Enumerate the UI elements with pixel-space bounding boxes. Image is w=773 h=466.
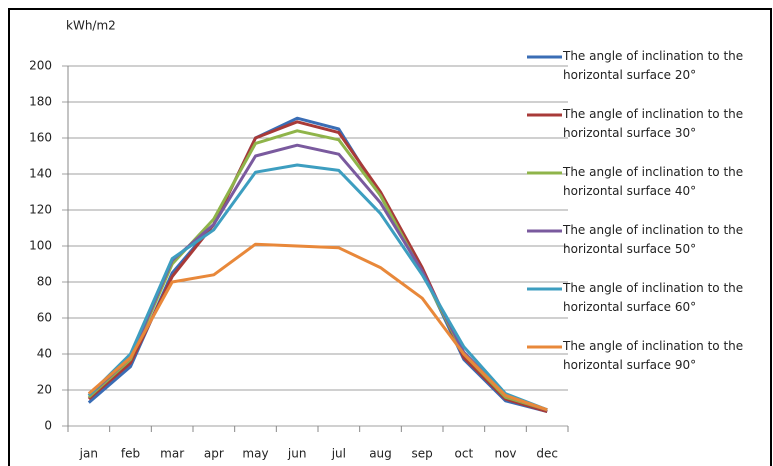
series-line (87, 120, 548, 414)
y-tick-label: 80 (37, 275, 52, 289)
legend-label: The angle of inclination to the horizont… (563, 49, 744, 82)
x-tick-label: nov (494, 447, 516, 461)
series-line (87, 242, 548, 412)
legend-label: The angle of inclination to the horizont… (563, 223, 744, 256)
x-tick-label: may (242, 447, 268, 461)
y-tick-label: 60 (37, 311, 52, 325)
legend-label: The angle of inclination to the horizont… (563, 281, 744, 314)
x-tick-label: mar (160, 447, 184, 461)
y-tick-label: 180 (29, 95, 52, 109)
x-tick-label: jan (79, 447, 98, 461)
legend-label: The angle of inclination to the horizont… (563, 339, 744, 372)
x-tick-label: sep (412, 447, 433, 461)
y-axis-label: kWh/m2 (66, 19, 116, 33)
legend-label: The angle of inclination to the horizont… (563, 165, 744, 198)
legend-label: The angle of inclination to the horizont… (563, 107, 744, 140)
x-tick-label: dec (536, 447, 558, 461)
y-tick-label: 120 (29, 203, 52, 217)
y-tick-label: 100 (29, 239, 52, 253)
y-tick-label: 0 (44, 419, 52, 433)
x-tick-label: aug (369, 447, 392, 461)
x-tick-label: jun (287, 447, 307, 461)
y-tick-label: 160 (29, 131, 52, 145)
series-line (87, 163, 548, 412)
x-tick-label: apr (204, 447, 224, 461)
x-tick-label: feb (121, 447, 140, 461)
y-tick-label: 140 (29, 167, 52, 181)
y-tick-label: 200 (29, 59, 52, 73)
x-tick-label: jul (331, 447, 346, 461)
y-tick-label: 40 (37, 347, 52, 361)
y-tick-label: 20 (37, 383, 52, 397)
x-tick-label: oct (455, 447, 474, 461)
